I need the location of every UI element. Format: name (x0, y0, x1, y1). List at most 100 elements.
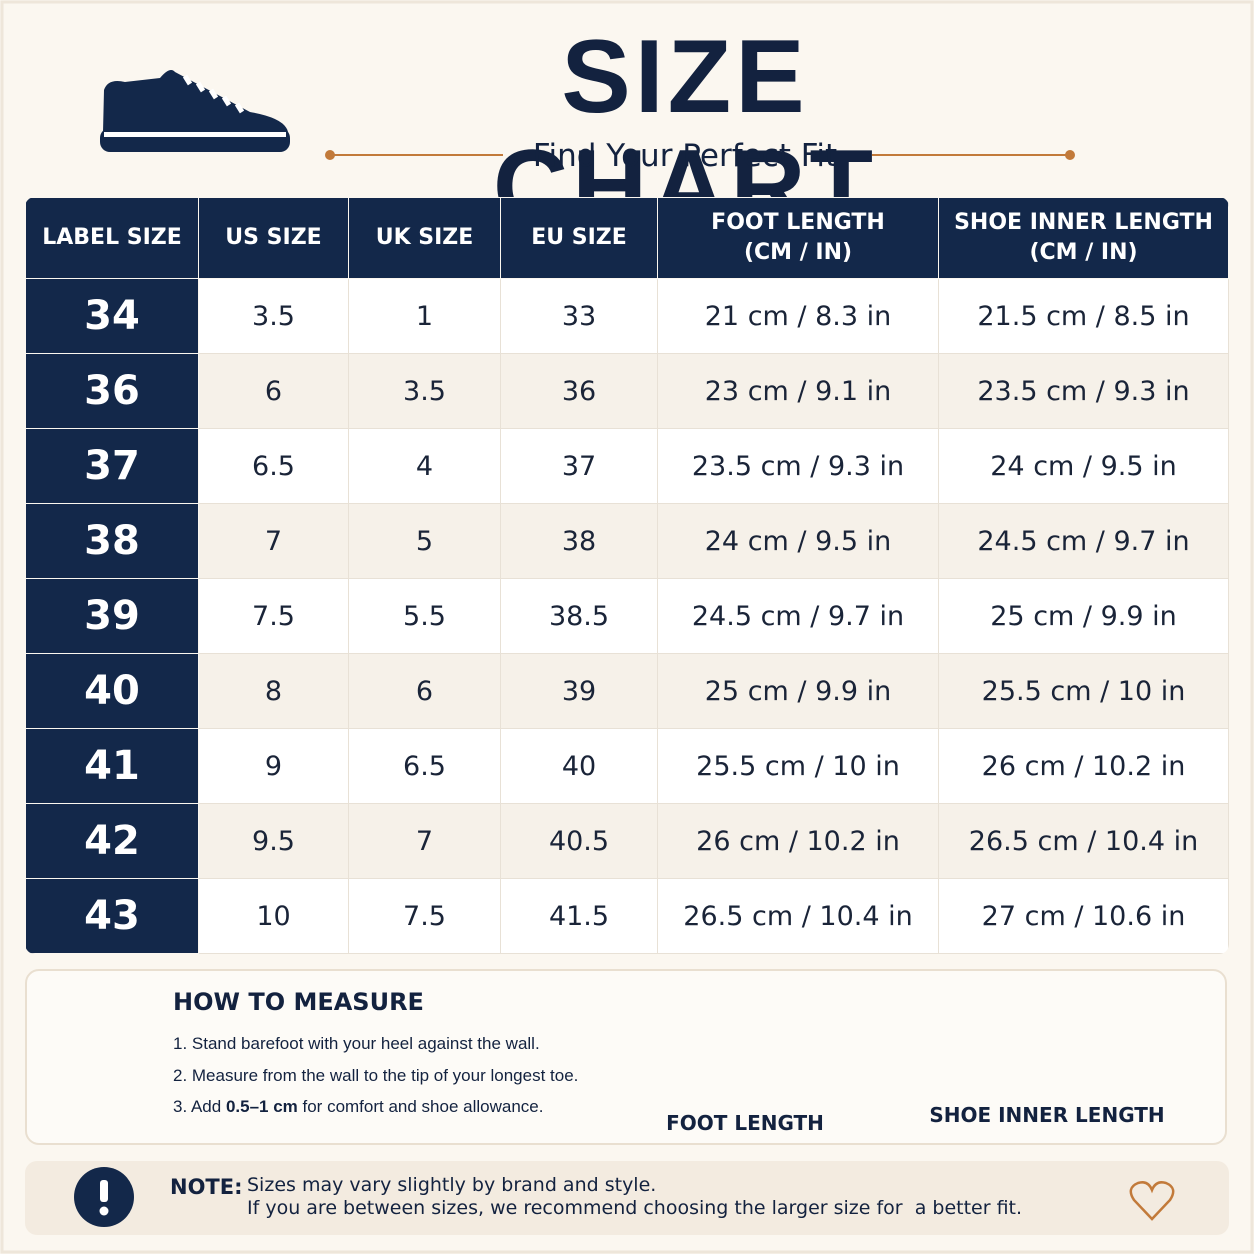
column-header: EU SIZE (500, 197, 658, 279)
size-cell: 38.5 (500, 578, 658, 654)
size-cell: 38 (500, 503, 658, 579)
size-cell: 6 (198, 353, 349, 429)
size-cell: 3.5 (198, 278, 349, 354)
alert-icon (74, 1167, 134, 1227)
size-cell: 1 (348, 278, 501, 354)
step: 2. Measure from the wall to the tip of y… (173, 1066, 579, 1085)
header-line: US SIZE (225, 225, 322, 250)
heart-icon (1129, 1181, 1175, 1221)
size-table: LABEL SIZE US SIZE UK SIZE EU SIZE FOOT LENG… (25, 197, 1229, 954)
column-header: LABEL SIZE (25, 197, 199, 279)
header-line: FOOT LENGTH (711, 210, 885, 235)
label-size-cell: 34 (25, 278, 199, 354)
table-row: 39 7.5 5.5 38.5 24.5 cm / 9.7 in 25 cm / 9.9 … (25, 578, 1229, 654)
size-cell: 40 (500, 728, 658, 804)
size-cell: 23.5 cm / 9.3 in (938, 353, 1229, 429)
size-cell: 25.5 cm / 10 in (938, 653, 1229, 729)
subtitle-rules (325, 150, 1075, 160)
table-row: 41 9 6.5 40 25.5 cm / 10 in 26 cm / 10.2 in (25, 728, 1229, 804)
step-bold: 0.5–1 cm (225, 1097, 298, 1116)
size-cell: 9.5 (198, 803, 349, 879)
size-cell: 26.5 cm / 10.4 in (938, 803, 1229, 879)
size-cell: 24 cm / 9.5 in (938, 428, 1229, 504)
size-cell: 33 (500, 278, 658, 354)
header-line: (CM / IN) (743, 240, 853, 265)
size-cell: 10 (198, 878, 349, 954)
size-cell: 7 (348, 803, 501, 879)
size-cell: 4 (348, 428, 501, 504)
label-size-cell: 38 (25, 503, 199, 579)
column-header: US SIZE (198, 197, 349, 279)
size-cell: 41.5 (500, 878, 658, 954)
size-cell: 5 (348, 503, 501, 579)
size-cell: 26 cm / 10.2 in (657, 803, 939, 879)
table-row: 34 3.5 1 33 21 cm / 8.3 in 21.5 cm / 8.5 in (25, 278, 1229, 354)
label-size-cell: 40 (25, 653, 199, 729)
table-row: 40 8 6 39 25 cm / 9.9 in 25.5 cm / 10 in (25, 653, 1229, 729)
table-body: 34 3.5 1 33 21 cm / 8.3 in 21.5 cm / 8.5 in 36… (25, 278, 1229, 954)
size-cell: 5.5 (348, 578, 501, 654)
size-cell: 6 (348, 653, 501, 729)
header-row: LABEL SIZE US SIZE UK SIZE EU SIZE FOOT LENG… (25, 197, 1229, 279)
size-cell: 24 cm / 9.5 in (657, 503, 939, 579)
size-cell: 39 (500, 653, 658, 729)
size-cell: 40.5 (500, 803, 658, 879)
size-cell: 3.5 (348, 353, 501, 429)
note-label: NOTE: (170, 1175, 243, 1199)
header-line: (CM / IN) (1029, 240, 1138, 265)
size-cell: 26.5 cm / 10.4 in (657, 878, 939, 954)
step-text: 3. Add (173, 1097, 226, 1116)
note-line: Sizes may vary slightly by brand and sty… (247, 1174, 657, 1196)
label-size-cell: 42 (25, 803, 199, 879)
header-line: UK SIZE (375, 225, 474, 250)
size-cell: 26 cm / 10.2 in (938, 728, 1229, 804)
foot-label: FOOT LENGTH (666, 1111, 824, 1135)
header-line: SHOE INNER LENGTH (954, 210, 1213, 235)
step: 1. Stand barefoot with your heel against… (173, 1034, 540, 1053)
size-cell: 24.5 cm / 9.7 in (938, 503, 1229, 579)
table-row: 42 9.5 7 40.5 26 cm / 10.2 in 26.5 cm / 10.4 … (25, 803, 1229, 879)
size-cell: 7 (198, 503, 349, 579)
measure-title: HOW TO MEASURE (173, 988, 424, 1016)
size-cell: 27 cm / 10.6 in (938, 878, 1229, 954)
header-line: LABEL SIZE (42, 225, 182, 250)
size-cell: 25 cm / 9.9 in (657, 653, 939, 729)
table-row: 38 7 5 38 24 cm / 9.5 in 24.5 cm / 9.7 in (25, 503, 1229, 579)
label-size-cell: 41 (25, 728, 199, 804)
size-cell: 23 cm / 9.1 in (657, 353, 939, 429)
size-cell: 7.5 (348, 878, 501, 954)
size-cell: 24.5 cm / 9.7 in (657, 578, 939, 654)
size-cell: 9 (198, 728, 349, 804)
label-size-cell: 43 (25, 878, 199, 954)
size-cell: 6.5 (198, 428, 349, 504)
note-panel (25, 1161, 1229, 1235)
label-size-cell: 37 (25, 428, 199, 504)
size-cell: 37 (500, 428, 658, 504)
label-size-cell: 36 (25, 353, 199, 429)
shoe-icon (100, 70, 290, 152)
size-cell: 8 (198, 653, 349, 729)
size-cell: 36 (500, 353, 658, 429)
size-cell: 23.5 cm / 9.3 in (657, 428, 939, 504)
size-cell: 21.5 cm / 8.5 in (938, 278, 1229, 354)
header-line: EU SIZE (531, 225, 627, 250)
size-cell: 7.5 (198, 578, 349, 654)
size-cell: 25.5 cm / 10 in (657, 728, 939, 804)
table-row: 43 10 7.5 41.5 26.5 cm / 10.4 in 27 cm / 10.6… (25, 878, 1229, 954)
size-cell: 21 cm / 8.3 in (657, 278, 939, 354)
shoe-label: SHOE INNER LENGTH (929, 1103, 1165, 1127)
table-row: 37 6.5 4 37 23.5 cm / 9.3 in 24 cm / 9.5 in (25, 428, 1229, 504)
step-text: for comfort and shoe allowance. (297, 1097, 544, 1116)
column-header: SHOE INNER LENGTH (CM / IN) (938, 197, 1229, 279)
measure-panel (25, 969, 1227, 1145)
subtitle: Find Your Perfect Fit (532, 138, 838, 174)
table-row: 36 6 3.5 36 23 cm / 9.1 in 23.5 cm / 9.3 in (25, 353, 1229, 429)
size-cell: 6.5 (348, 728, 501, 804)
note-line: If you are between sizes, we recommend c… (247, 1197, 1023, 1219)
column-header: FOOT LENGTH (CM / IN) (657, 197, 939, 279)
label-size-cell: 39 (25, 578, 199, 654)
size-cell: 25 cm / 9.9 in (938, 578, 1229, 654)
